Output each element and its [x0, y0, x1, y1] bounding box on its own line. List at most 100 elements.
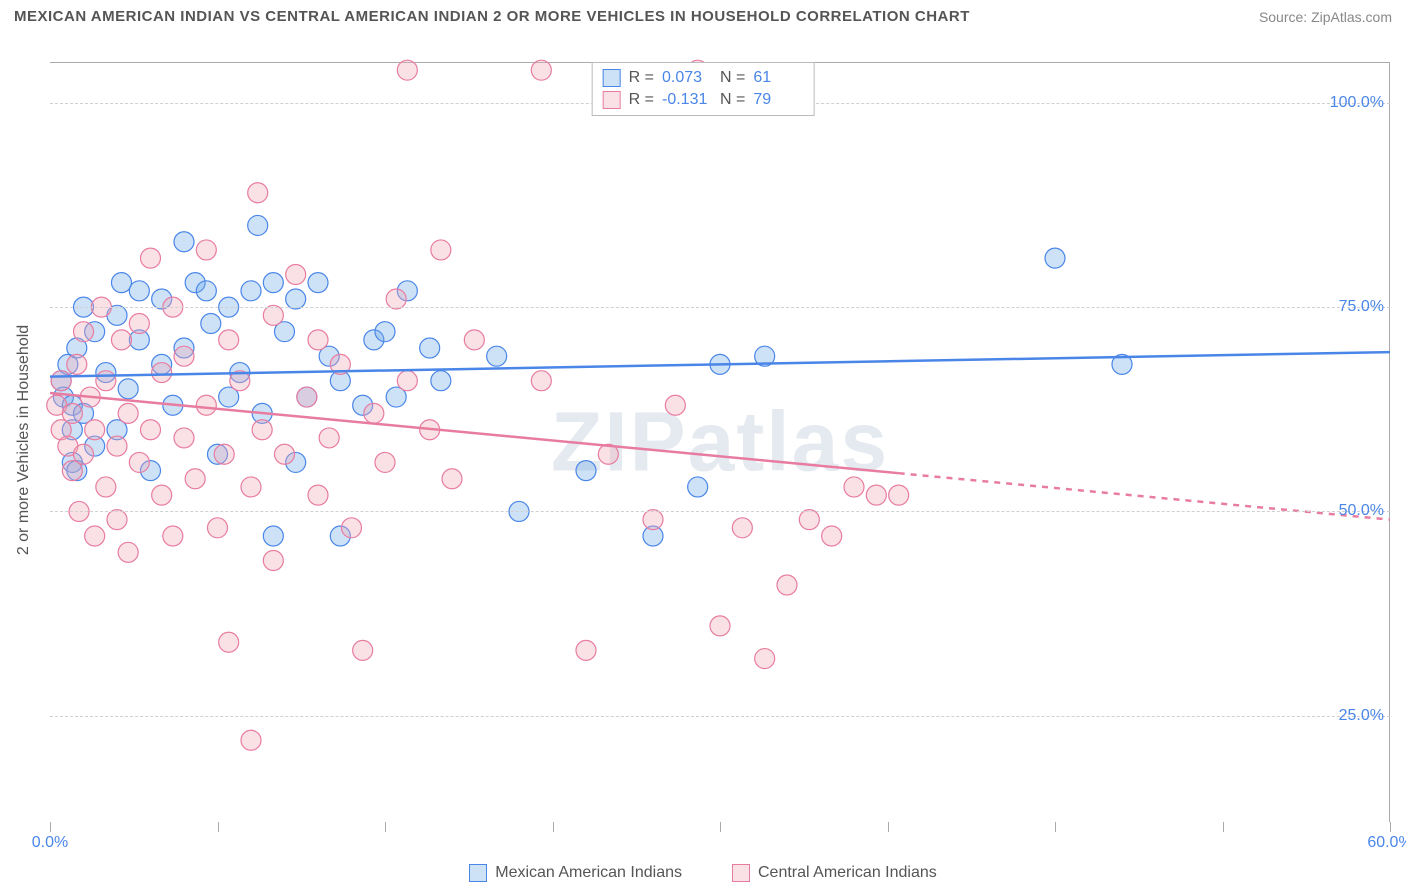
data-point: [118, 542, 138, 562]
stat-R-label: R =: [629, 69, 654, 87]
data-point: [129, 452, 149, 472]
x-tick-mark: [1055, 822, 1056, 832]
data-point: [263, 273, 283, 293]
data-point: [174, 232, 194, 252]
data-point: [201, 314, 221, 334]
data-point: [286, 264, 306, 284]
data-point: [777, 575, 797, 595]
data-point: [308, 330, 328, 350]
data-point: [241, 281, 261, 301]
data-point: [163, 526, 183, 546]
data-point: [822, 526, 842, 546]
legend-item-1: Central American Indians: [732, 864, 937, 882]
data-point: [214, 444, 234, 464]
x-tick-label: 0.0%: [32, 834, 68, 852]
data-point: [248, 183, 268, 203]
data-point: [442, 469, 462, 489]
data-point: [375, 452, 395, 472]
data-point: [397, 60, 417, 80]
data-point: [51, 371, 71, 391]
stat-N-val-0: 61: [753, 69, 803, 87]
swatch-series-1: [603, 91, 621, 109]
data-point: [710, 616, 730, 636]
x-tick-mark: [553, 822, 554, 832]
x-tick-label: 60.0%: [1367, 834, 1406, 852]
data-point: [129, 314, 149, 334]
data-point: [129, 281, 149, 301]
data-point: [107, 436, 127, 456]
data-point: [263, 305, 283, 325]
data-point: [96, 477, 116, 497]
data-point: [297, 387, 317, 407]
data-point: [118, 379, 138, 399]
data-point: [196, 395, 216, 415]
stat-N-label: N =: [720, 69, 745, 87]
y-tick-label: 75.0%: [1339, 298, 1384, 316]
data-point: [688, 477, 708, 497]
data-point: [196, 240, 216, 260]
trend-line-dashed: [899, 473, 1390, 519]
stats-row-series-0: R = 0.073 N = 61: [603, 67, 804, 89]
x-tick-mark: [888, 822, 889, 832]
data-point: [420, 338, 440, 358]
data-point: [196, 281, 216, 301]
data-point: [152, 485, 172, 505]
data-point: [431, 240, 451, 260]
plot-area: ZIPatlas 25.0%50.0%75.0%100.0%0.0%60.0%: [50, 62, 1390, 822]
data-point: [67, 354, 87, 374]
y-tick-label: 25.0%: [1339, 707, 1384, 725]
data-point: [487, 346, 507, 366]
x-tick-mark: [218, 822, 219, 832]
data-point: [353, 640, 373, 660]
data-point: [174, 428, 194, 448]
x-tick-mark: [385, 822, 386, 832]
data-point: [431, 371, 451, 391]
data-point: [844, 477, 864, 497]
data-point: [74, 322, 94, 342]
data-point: [286, 289, 306, 309]
data-point: [219, 330, 239, 350]
data-point: [85, 420, 105, 440]
bottom-legend: Mexican American Indians Central America…: [0, 864, 1406, 882]
data-point: [464, 330, 484, 350]
gridline: [50, 307, 1390, 308]
data-point: [263, 550, 283, 570]
data-point: [799, 510, 819, 530]
data-point: [755, 649, 775, 669]
data-point: [576, 640, 596, 660]
data-point: [219, 632, 239, 652]
data-point: [342, 518, 362, 538]
gridline: [50, 511, 1390, 512]
legend-swatch-0: [469, 864, 487, 882]
y-tick-label: 50.0%: [1339, 502, 1384, 520]
data-point: [111, 273, 131, 293]
y-axis-label: 2 or more Vehicles in Household: [15, 325, 33, 555]
data-point: [111, 330, 131, 350]
data-point: [866, 485, 886, 505]
swatch-series-0: [603, 69, 621, 87]
data-point: [665, 395, 685, 415]
data-point: [141, 248, 161, 268]
data-point: [241, 477, 261, 497]
data-point: [118, 403, 138, 423]
legend-label-0: Mexican American Indians: [495, 864, 682, 882]
data-point: [208, 518, 228, 538]
data-point: [531, 371, 551, 391]
data-point: [141, 420, 161, 440]
legend-label-1: Central American Indians: [758, 864, 937, 882]
data-point: [74, 444, 94, 464]
stats-row-series-1: R = -0.131 N = 79: [603, 89, 804, 111]
x-tick-mark: [1223, 822, 1224, 832]
data-point: [85, 526, 105, 546]
data-point: [732, 518, 752, 538]
gridline: [50, 716, 1390, 717]
stat-R-val-0: 0.073: [662, 69, 712, 87]
data-point: [241, 730, 261, 750]
stat-N-label: N =: [720, 91, 745, 109]
chart-title: MEXICAN AMERICAN INDIAN VS CENTRAL AMERI…: [14, 8, 970, 25]
data-point: [1045, 248, 1065, 268]
data-point: [319, 428, 339, 448]
stat-R-label: R =: [629, 91, 654, 109]
x-tick-mark: [1390, 822, 1391, 832]
data-point: [643, 510, 663, 530]
